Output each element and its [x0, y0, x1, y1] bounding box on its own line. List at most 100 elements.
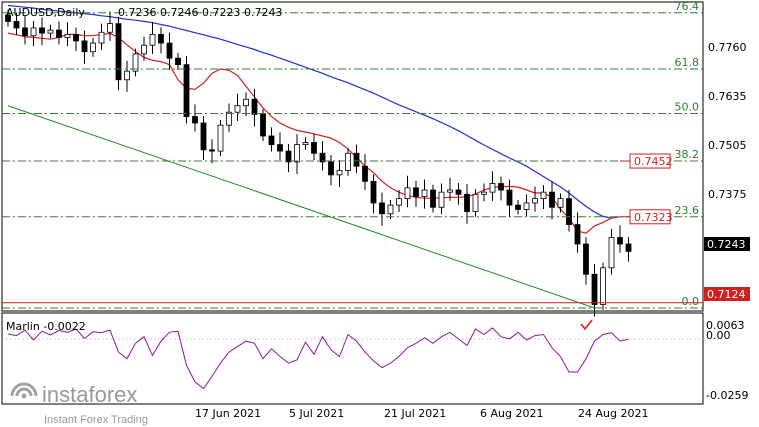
candle-body [166, 42, 173, 59]
price-pane [1, 1, 704, 312]
indicator-tick: 0.00 [706, 329, 731, 342]
candle-body [251, 98, 258, 115]
candle-body [591, 273, 598, 305]
candle-body [158, 34, 164, 44]
candle-body [192, 116, 198, 124]
candle-body [107, 23, 113, 33]
candle-body [73, 34, 79, 42]
marlin-line [7, 327, 629, 390]
candle-body [260, 113, 266, 137]
candle-body [64, 34, 71, 38]
date-label: 21 Jul 2021 [384, 407, 446, 420]
candle-body [549, 191, 555, 208]
candle-body [532, 198, 538, 204]
indicator-label: Marlin -0.0022 [6, 320, 86, 333]
level-tag-label: 0.7323 [634, 211, 673, 224]
current-price: 0.7243 [707, 238, 746, 251]
fib-level-label: 0.0 [682, 295, 700, 308]
candle-body [557, 198, 564, 208]
fib-level-label: 23.6 [675, 204, 700, 217]
candle-body [413, 187, 419, 197]
fib-level-label: 50.0 [675, 100, 700, 113]
candle-body [39, 27, 45, 34]
indicator-tick: -0.0259 [706, 389, 748, 402]
indicator-tick: 0.0063 [706, 319, 745, 332]
candle-body [515, 204, 521, 210]
candle-body [455, 189, 462, 195]
candle-body [13, 21, 20, 29]
candle-body [447, 189, 453, 193]
price-tick: 0.7375 [708, 188, 747, 201]
candle-body [302, 142, 309, 146]
level-tag-box [629, 153, 671, 169]
candle-body [464, 193, 470, 213]
candle-body [30, 27, 37, 37]
candle-body [268, 135, 275, 146]
candle-body [90, 42, 96, 53]
level-tag-box [629, 209, 671, 225]
candle-body [277, 144, 283, 152]
date-label: 6 Aug 2021 [480, 407, 543, 420]
candle-body [540, 191, 547, 200]
candle-body [141, 44, 147, 55]
signal-check-icon [580, 319, 593, 331]
candle-body [5, 14, 11, 22]
fib-level-label: 61.8 [675, 56, 700, 69]
candle-body [217, 124, 224, 152]
candle-body [336, 170, 343, 176]
candle-body [489, 183, 496, 193]
candle-body [625, 243, 632, 252]
candle-body [438, 191, 445, 208]
logo-mark-icon [10, 382, 38, 399]
candle-body [285, 150, 292, 163]
candle-body [115, 23, 122, 81]
current-price-tag [704, 237, 750, 251]
candle-body [183, 64, 190, 117]
candle-body [98, 31, 105, 44]
ohlc-values: 0.7236 0.7246 0.7223 0.7243 [118, 6, 282, 19]
candle-body [600, 267, 606, 305]
candle-body [396, 198, 402, 206]
candle-body [132, 53, 139, 72]
logo-tagline: Instant Forex Trading [44, 414, 148, 426]
candle-body [47, 29, 54, 34]
candle-body [362, 165, 368, 182]
candle-body [387, 204, 394, 215]
candle-body [617, 237, 623, 245]
candle-body [608, 237, 615, 269]
candle-body [430, 189, 436, 208]
fib-level-label: 76.4 [675, 0, 700, 13]
candle-body [175, 57, 181, 66]
candle-body [209, 149, 215, 152]
candle-body [294, 144, 300, 163]
candle-body [200, 122, 207, 151]
candle-body [243, 98, 249, 107]
candle-body [498, 183, 504, 191]
candle-body [379, 202, 385, 215]
price-tick: 0.7635 [708, 90, 747, 103]
date-label: 24 Aug 2021 [578, 407, 648, 420]
candle-body [472, 193, 479, 213]
candle-body [328, 161, 334, 176]
candle-body [574, 224, 581, 245]
candle-body [311, 142, 317, 154]
level-tag-label: 0.7452 [634, 155, 673, 168]
candle-body [56, 29, 62, 38]
symbol-label: AUDUSD,Daily [6, 6, 85, 19]
candle-body [124, 70, 130, 81]
candle-body [404, 187, 411, 200]
candle-body [234, 105, 241, 113]
logo-brand: instaforex [42, 382, 137, 407]
date-label: 17 Jun 2021 [195, 407, 261, 420]
price-tick: 0.7760 [708, 41, 747, 54]
candle-body [22, 27, 28, 37]
candle-body [566, 198, 572, 225]
candle-body [370, 180, 377, 204]
fib-level-label: 38.2 [675, 148, 700, 161]
candle-body [506, 189, 513, 206]
candle-body [523, 202, 530, 210]
candle-body [81, 40, 88, 53]
candle-body [583, 243, 589, 275]
candle-body [345, 152, 351, 171]
